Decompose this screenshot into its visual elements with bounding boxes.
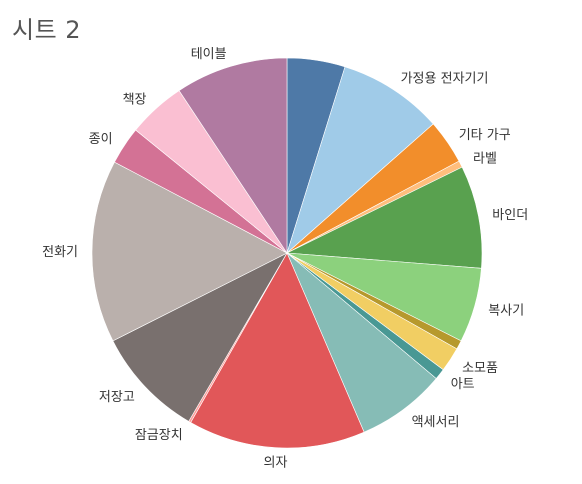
- slice-label-8: 아트: [451, 377, 475, 392]
- slice-10[interactable]: [190, 252, 365, 449]
- slice-13[interactable]: [91, 161, 288, 342]
- slice-16[interactable]: [178, 57, 288, 254]
- slice-label-7: 소모품: [462, 361, 498, 376]
- slice-label-11: 잠금장치: [135, 428, 183, 443]
- slice-label-5: 복사기: [488, 303, 524, 318]
- slice-label-15: 책장: [123, 92, 147, 107]
- sheet-title: 시트 2: [12, 16, 82, 44]
- slice-label-9: 액세서리: [412, 415, 460, 430]
- slice-label-4: 바인더: [492, 208, 528, 223]
- slice-label-13: 전화기: [42, 245, 78, 260]
- slice-4[interactable]: [285, 166, 483, 269]
- slice-label-16: 테이블: [191, 47, 227, 62]
- slice-12[interactable]: [112, 252, 288, 422]
- slice-label-14: 종이: [89, 132, 113, 147]
- slice-label-2: 기타 가구: [459, 128, 511, 143]
- slice-label-12: 저장고: [99, 390, 135, 405]
- pie-slices: [91, 57, 483, 449]
- slice-label-1: 가정용 전자기기: [401, 72, 489, 87]
- slice-label-3: 라벨: [473, 152, 497, 167]
- slice-label-10: 의자: [264, 456, 288, 471]
- slice-1[interactable]: [286, 66, 434, 254]
